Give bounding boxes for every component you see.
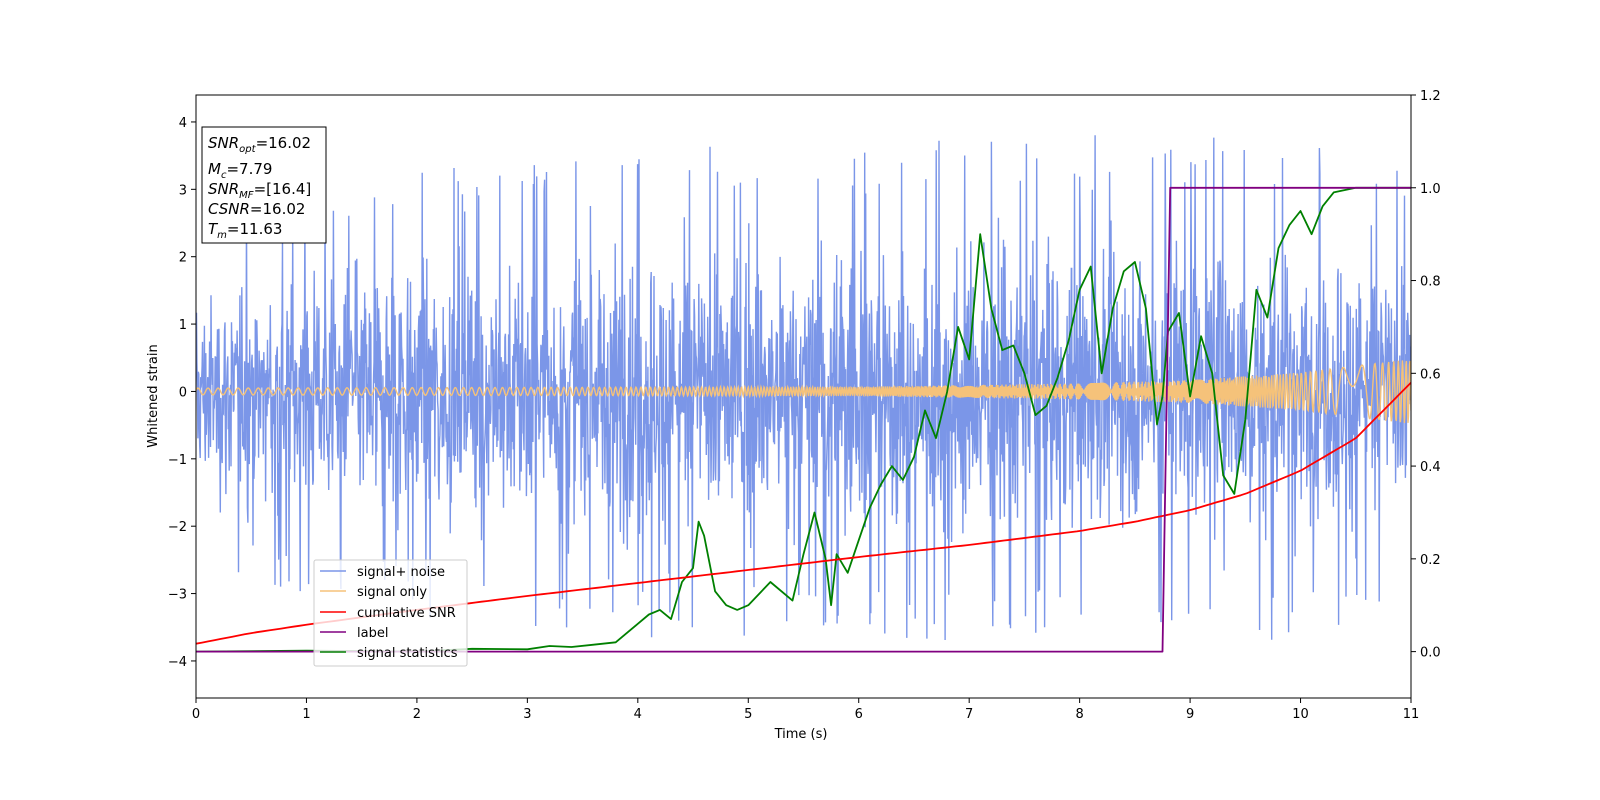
y2-tick-label: 0.4 (1420, 460, 1441, 475)
x-tick-label: 9 (1186, 707, 1194, 722)
x-tick-label: 10 (1292, 707, 1309, 722)
series-signal-only (196, 360, 1411, 424)
series-signal-statistics (196, 186, 1411, 653)
y-axis-label: Whitened strain (146, 344, 161, 447)
series-label (196, 186, 1411, 653)
y2-tick-label: 0.8 (1420, 275, 1441, 290)
y-tick-label: 0 (179, 385, 187, 400)
y2-tick-label: 1.2 (1420, 89, 1441, 104)
y-tick-label: 3 (179, 183, 187, 198)
annotation-snr-opt: SNRopt=16.02 (208, 134, 311, 155)
y2-tick-label: 0.2 (1420, 553, 1441, 568)
x-tick-label: 7 (965, 707, 973, 722)
y-tick-label: −1 (168, 453, 187, 468)
x-tick-label: 1 (302, 707, 310, 722)
y-tick-label: −4 (168, 655, 187, 670)
x-tick-label: 0 (192, 707, 200, 722)
y-tick-label: −3 (168, 588, 187, 603)
x-tick-label: 5 (744, 707, 752, 722)
x-tick-label: 8 (1075, 707, 1083, 722)
annotation-snr-mf: SNRMF=[16.4] (208, 180, 311, 201)
annotation-tm: Tm=11.63 (208, 220, 282, 241)
y-tick-label: −2 (168, 520, 187, 535)
y-tick-label: 1 (179, 318, 187, 333)
y2-tick-label: 0.6 (1420, 367, 1441, 382)
axes: 0 1 2 3 4 5 6 7 8 9 10 11 −4 −3 −2 −1 0 1 2 3 4 0.0 0.2 0.4 0.6 0… (168, 89, 1441, 722)
x-tick-label: 3 (523, 707, 531, 722)
x-tick-label: 11 (1403, 707, 1420, 722)
legend-label-signal-noise: signal+ noise (357, 565, 445, 580)
legend: signal+ noise signal only cumilative SNR… (313, 559, 468, 667)
x-tick-label: 4 (634, 707, 642, 722)
x-axis-label: Time (s) (774, 727, 828, 742)
x-tick-label: 6 (855, 707, 863, 722)
y2-tick-label: 0.0 (1420, 646, 1441, 661)
legend-label-cumulative-snr: cumilative SNR (357, 606, 456, 621)
y2-tick-label: 1.0 (1420, 182, 1441, 197)
y-tick-label: 4 (179, 116, 187, 131)
legend-label-signal-only: signal only (357, 585, 427, 600)
annotation-csnr: CSNR=16.02 (208, 200, 305, 218)
annotation-box: SNRopt=16.02 Mc=7.79 SNRMF=[16.4] CSNR=1… (201, 126, 327, 244)
annotation-mc: Mc=7.79 (208, 160, 272, 181)
plot-frame (195, 94, 1412, 699)
legend-label-label: label (357, 626, 388, 641)
legend-label-signal-statistics: signal statistics (357, 646, 458, 661)
y-tick-label: 2 (179, 251, 187, 266)
x-tick-label: 2 (413, 707, 421, 722)
